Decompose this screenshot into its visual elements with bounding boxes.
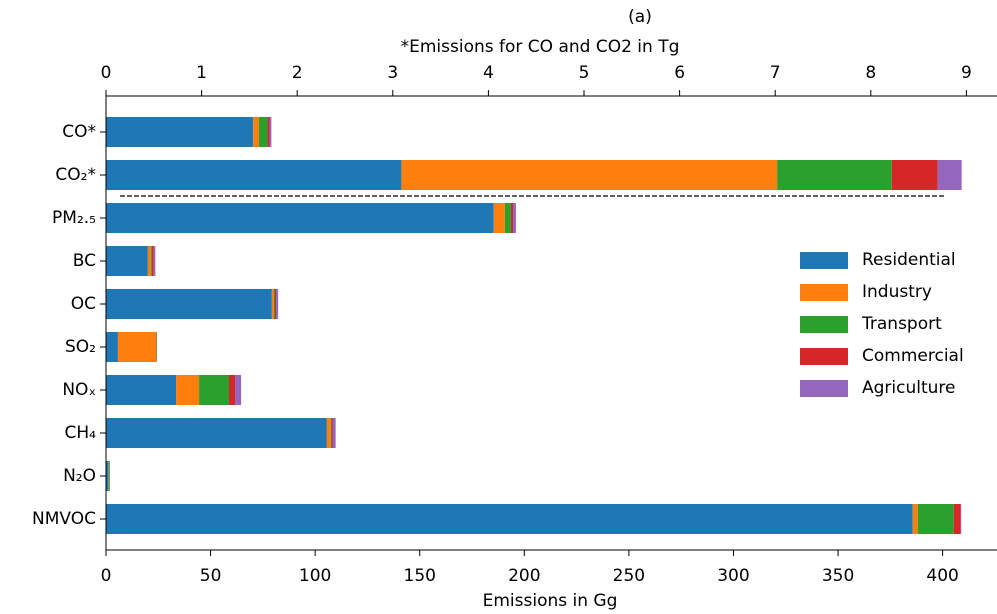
- bar-segment: [937, 160, 962, 190]
- legend-swatch: [800, 284, 848, 301]
- bar-segment: [108, 461, 110, 491]
- legend-swatch: [800, 252, 848, 269]
- y-tick-label: N₂O: [63, 466, 96, 486]
- x2-tick-label: 2: [292, 63, 303, 83]
- bar-segment: [147, 246, 151, 276]
- legend-label: Residential: [862, 250, 956, 270]
- x-tick-label: 150: [404, 566, 436, 586]
- bar-segment: [106, 203, 494, 233]
- bar-segment: [510, 203, 514, 233]
- bar-segment: [267, 117, 270, 147]
- x-tick-label: 300: [717, 566, 749, 586]
- bar-segment: [777, 160, 892, 190]
- x-tick-label: 0: [101, 566, 112, 586]
- bar-segment: [331, 418, 333, 448]
- bar-segment: [199, 375, 229, 405]
- x-tick-label: 400: [926, 566, 958, 586]
- x-axis-label: Emissions in Gg: [483, 591, 618, 611]
- x-tick-label: 50: [200, 566, 222, 586]
- x-tick-label: 250: [613, 566, 645, 586]
- bar-segment: [912, 504, 918, 534]
- y-tick-label: NMVOC: [32, 509, 96, 529]
- bar-segment: [326, 418, 331, 448]
- chart-title: (a): [628, 7, 652, 27]
- bar-segment: [274, 289, 277, 319]
- bar-segment: [269, 117, 272, 147]
- y-tick-label: CO₂*: [55, 165, 96, 185]
- bar-segment: [953, 504, 961, 534]
- legend-swatch: [800, 316, 848, 333]
- bar-segment: [273, 289, 275, 319]
- x2-tick-label: 3: [387, 63, 398, 83]
- bar-segment: [271, 289, 274, 319]
- bar-segment: [106, 504, 913, 534]
- bar-segment: [493, 203, 505, 233]
- y-tick-label: BC: [73, 251, 96, 271]
- bar-segment: [330, 418, 332, 448]
- bar-segment: [106, 461, 109, 491]
- bar-segment: [106, 375, 177, 405]
- legend-label: Industry: [862, 282, 932, 302]
- x2-tick-label: 0: [101, 63, 112, 83]
- x2-tick-label: 1: [196, 63, 207, 83]
- bar-segment: [228, 375, 236, 405]
- bar-segment: [513, 203, 516, 233]
- bar-segment: [332, 418, 336, 448]
- bar-segment: [106, 289, 272, 319]
- y-tick-label: CH₄: [65, 423, 97, 443]
- bar-segment: [117, 332, 156, 362]
- y-tick-label: SO₂: [65, 337, 96, 357]
- bar-segment: [150, 246, 152, 276]
- x2-tick-label: 6: [674, 63, 685, 83]
- bar-segment: [106, 246, 148, 276]
- bar-segment: [153, 246, 156, 276]
- x2-tick-label: 7: [770, 63, 781, 83]
- bar-segment: [891, 160, 938, 190]
- bar-segment: [106, 160, 402, 190]
- legend-label: Commercial: [862, 346, 964, 366]
- bar-segment: [258, 117, 268, 147]
- y-tick-label: PM₂.₅: [52, 208, 96, 228]
- x2-tick-label: 9: [961, 63, 972, 83]
- x2-tick-label: 5: [579, 63, 590, 83]
- legend-swatch: [800, 380, 848, 397]
- x-tick-label: 100: [299, 566, 331, 586]
- bar-segment: [504, 203, 511, 233]
- bar-segment: [151, 246, 154, 276]
- x-tick-label: 200: [508, 566, 540, 586]
- legend-label: Agriculture: [862, 378, 956, 398]
- y-tick-label: CO*: [62, 122, 96, 142]
- bar-segment: [401, 160, 778, 190]
- x-tick-label: 350: [822, 566, 854, 586]
- x2-axis-label: *Emissions for CO and CO2 in Tg: [401, 37, 680, 57]
- bar-segment: [917, 504, 954, 534]
- bar-segment: [176, 375, 200, 405]
- bar-segment: [276, 289, 279, 319]
- bar-segment: [235, 375, 242, 405]
- x2-tick-label: 8: [865, 63, 876, 83]
- bar-segment: [106, 418, 327, 448]
- bar-segment: [106, 332, 118, 362]
- x2-tick-label: 4: [483, 63, 494, 83]
- y-tick-label: OC: [71, 294, 96, 314]
- legend-swatch: [800, 348, 848, 365]
- bar-segment: [106, 117, 254, 147]
- y-tick-label: NOₓ: [62, 380, 96, 400]
- bar-segment: [253, 117, 259, 147]
- legend-label: Transport: [861, 314, 942, 334]
- bar-segment: [960, 504, 962, 534]
